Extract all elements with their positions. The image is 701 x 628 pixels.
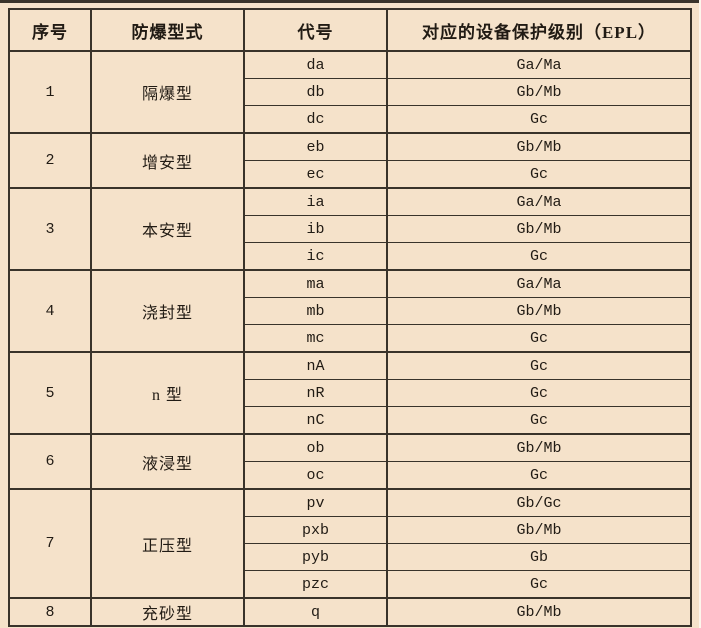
cell-code: pxb bbox=[243, 516, 388, 544]
table-row: mb Gb/Mb bbox=[9, 297, 692, 325]
cell-epl: Gb/Mb bbox=[386, 297, 692, 325]
cell-epl: Gb bbox=[386, 543, 692, 571]
cell-epl: Gb/Mb bbox=[386, 215, 692, 243]
cell-code: nR bbox=[243, 379, 388, 407]
table-row: ic Gc bbox=[9, 242, 692, 271]
cell-epl: Gb/Gc bbox=[386, 488, 692, 517]
cell-type: n 型 bbox=[90, 351, 245, 435]
cell-code: pzc bbox=[243, 570, 388, 599]
header-type: 防爆型式 bbox=[90, 8, 245, 52]
cell-code: ib bbox=[243, 215, 388, 243]
cell-code: pv bbox=[243, 488, 388, 517]
header-row: 序号 防爆型式 代号 对应的设备保护级别（EPL） bbox=[8, 8, 692, 52]
cell-serial: 3 bbox=[8, 187, 92, 271]
cell-serial: 2 bbox=[8, 132, 92, 189]
table-row: ib Gb/Mb bbox=[9, 215, 692, 243]
cell-code: ia bbox=[243, 187, 388, 216]
table-row: nR Gc bbox=[9, 379, 692, 407]
cell-serial: 4 bbox=[8, 269, 92, 353]
cell-code: oc bbox=[243, 461, 388, 490]
table-row: db Gb/Mb bbox=[9, 78, 692, 106]
cell-type: 隔爆型 bbox=[90, 50, 245, 134]
cell-epl: Gc bbox=[386, 570, 692, 599]
cell-epl: Gc bbox=[386, 406, 692, 435]
right-page-edge bbox=[699, 0, 701, 628]
cell-code: ob bbox=[243, 433, 388, 462]
cell-code: da bbox=[243, 50, 388, 79]
table-row: 3 本安型 ia Ga/Ma bbox=[8, 187, 692, 271]
cell-code: nA bbox=[243, 351, 388, 380]
cell-code: db bbox=[243, 78, 388, 106]
header-epl: 对应的设备保护级别（EPL） bbox=[386, 8, 692, 52]
table-row: pzc Gc bbox=[9, 570, 692, 599]
cell-type: 正压型 bbox=[90, 488, 245, 599]
cell-code: pyb bbox=[243, 543, 388, 571]
cell-epl: Gb/Mb bbox=[386, 516, 692, 544]
table-row: pxb Gb/Mb bbox=[9, 516, 692, 544]
cell-code: mb bbox=[243, 297, 388, 325]
table-row: ec Gc bbox=[9, 160, 692, 189]
cell-code: mc bbox=[243, 324, 388, 353]
cell-code: q bbox=[243, 597, 388, 627]
cell-code: dc bbox=[243, 105, 388, 134]
cell-code: ma bbox=[243, 269, 388, 298]
cell-epl: Gc bbox=[386, 351, 692, 380]
table-row: 7 正压型 pv Gb/Gc bbox=[8, 488, 692, 599]
cell-serial: 5 bbox=[8, 351, 92, 435]
cell-code: eb bbox=[243, 132, 388, 161]
cell-epl: Gb/Mb bbox=[386, 433, 692, 462]
cell-epl: Gc bbox=[386, 324, 692, 353]
cell-epl: Gc bbox=[386, 105, 692, 134]
cell-serial: 1 bbox=[8, 50, 92, 134]
table-row: oc Gc bbox=[9, 461, 692, 490]
epl-table: 序号 防爆型式 代号 对应的设备保护级别（EPL） 1 隔爆型 da Ga/Ma… bbox=[8, 8, 692, 627]
cell-serial: 6 bbox=[8, 433, 92, 490]
table-row: 1 隔爆型 da Ga/Ma bbox=[8, 50, 692, 134]
table-row: pyb Gb bbox=[9, 543, 692, 571]
cell-serial: 8 bbox=[8, 597, 92, 627]
header-code: 代号 bbox=[243, 8, 388, 52]
cell-epl: Gc bbox=[386, 160, 692, 189]
cell-epl: Gc bbox=[386, 242, 692, 271]
header-serial: 序号 bbox=[8, 8, 92, 52]
cell-epl: Gb/Mb bbox=[386, 597, 692, 627]
table-row: 5 n 型 nA Gc bbox=[8, 351, 692, 435]
top-border-strip bbox=[0, 0, 701, 3]
cell-epl: Gc bbox=[386, 461, 692, 490]
cell-type: 浇封型 bbox=[90, 269, 245, 353]
cell-code: ic bbox=[243, 242, 388, 271]
cell-epl: Ga/Ma bbox=[386, 50, 692, 79]
cell-epl: Ga/Ma bbox=[386, 187, 692, 216]
cell-type: 本安型 bbox=[90, 187, 245, 271]
cell-code: nC bbox=[243, 406, 388, 435]
table-row: 4 浇封型 ma Ga/Ma bbox=[8, 269, 692, 353]
table-row: 8 充砂型 q Gb/Mb bbox=[8, 597, 692, 627]
cell-epl: Gc bbox=[386, 379, 692, 407]
cell-serial: 7 bbox=[8, 488, 92, 599]
cell-epl: Gb/Mb bbox=[386, 78, 692, 106]
cell-type: 液浸型 bbox=[90, 433, 245, 490]
cell-epl: Ga/Ma bbox=[386, 269, 692, 298]
cell-epl: Gb/Mb bbox=[386, 132, 692, 161]
table-row: 2 增安型 eb Gb/Mb bbox=[8, 132, 692, 189]
table-row: dc Gc bbox=[9, 105, 692, 134]
table-row: 6 液浸型 ob Gb/Mb bbox=[8, 433, 692, 490]
cell-code: ec bbox=[243, 160, 388, 189]
cell-type: 充砂型 bbox=[90, 597, 245, 627]
cell-type: 增安型 bbox=[90, 132, 245, 189]
